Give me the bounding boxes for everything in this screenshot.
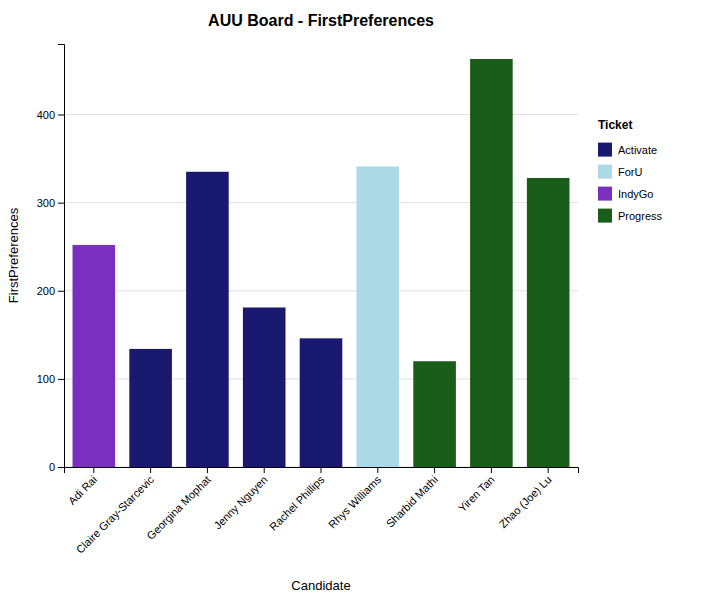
x-tick-label: Sharbid Mathi — [384, 473, 440, 529]
legend-swatch — [598, 165, 612, 179]
legend: Ticket Activate ForU IndyGo Progress — [598, 118, 663, 223]
y-tick-mark — [58, 291, 64, 292]
x-tick-label: Zhao (Joe) Lu — [497, 473, 554, 530]
x-tick-label: Claire Gray-Starcevic — [74, 473, 157, 556]
y-tick-label: 100 — [37, 373, 55, 385]
x-tick: Georgina Mophat — [144, 467, 213, 542]
bar — [186, 172, 229, 467]
x-tick: Adi Rai — [66, 467, 100, 507]
y-tick: 0 — [49, 461, 64, 473]
x-tick: Zhao (Joe) Lu — [497, 467, 554, 530]
y-tick-mark — [58, 203, 64, 204]
x-tick-label: Adi Rai — [66, 473, 100, 507]
bar — [356, 166, 399, 467]
bar — [413, 361, 456, 467]
x-tick-mark — [207, 467, 208, 473]
legend-item: ForU — [598, 165, 643, 179]
bar — [73, 245, 116, 467]
legend-label: IndyGo — [618, 188, 653, 200]
x-tick-mark — [434, 467, 435, 473]
x-tick-mark — [150, 467, 151, 473]
x-axis: Adi RaiClaire Gray-StarcevicGeorgina Mop… — [65, 467, 579, 556]
y-tick-label: 200 — [37, 285, 55, 297]
plot-area: 0 100 200 300 400 Adi RaiClaire Gray-Starcevi… — [37, 45, 579, 556]
legend-swatch — [598, 209, 612, 223]
x-tick: Claire Gray-Starcevic — [74, 467, 157, 556]
y-tick-mark — [58, 467, 64, 468]
y-tick: 300 — [37, 197, 64, 209]
x-tick-label: Yiren Tan — [456, 473, 497, 514]
bars — [73, 59, 570, 467]
legend-label: Progress — [618, 210, 663, 222]
y-axis: 0 100 200 300 400 — [37, 45, 65, 474]
x-tick-mark — [93, 467, 94, 473]
bar — [300, 338, 343, 467]
bar — [527, 178, 570, 467]
legend-swatch — [598, 187, 612, 201]
x-tick-label: Jenny Nguyen — [211, 473, 269, 531]
legend-item: Progress — [598, 209, 663, 223]
x-tick: Jenny Nguyen — [211, 467, 269, 532]
title: AUU Board - FirstPreferences — [208, 12, 434, 29]
x-tick-label: Georgina Mophat — [144, 473, 213, 542]
x-tick-mark — [321, 467, 322, 473]
y-tick-mark — [58, 115, 64, 116]
x-tick-mark — [377, 467, 378, 473]
x-axis-line — [65, 468, 579, 474]
legend-title: Ticket — [598, 118, 632, 132]
y-tick: 100 — [37, 373, 64, 385]
x-tick: Sharbid Mathi — [384, 467, 440, 530]
bar — [129, 349, 172, 467]
y-tick-label: 400 — [37, 109, 55, 121]
y-axis-line — [58, 45, 65, 468]
y-tick-label: 0 — [49, 461, 55, 473]
x-tick-label: Rachel Phillips — [267, 473, 327, 533]
x-tick: Rhys Williams — [326, 467, 384, 531]
y-tick-label: 300 — [37, 197, 55, 209]
bar — [470, 59, 513, 467]
y-axis-title: FirstPreferences — [6, 207, 21, 303]
y-tick-mark — [58, 379, 64, 380]
x-tick-mark — [491, 467, 492, 473]
legend-item: Activate — [598, 143, 657, 157]
x-tick-mark — [264, 467, 265, 473]
legend-label: Activate — [618, 144, 657, 156]
y-tick: 200 — [37, 285, 64, 297]
x-axis-title: Candidate — [291, 578, 350, 593]
x-tick-mark — [548, 467, 549, 473]
x-tick: Yiren Tan — [456, 467, 497, 514]
legend-label: ForU — [618, 166, 643, 178]
y-tick: 400 — [37, 109, 64, 121]
legend-item: IndyGo — [598, 187, 653, 201]
chart: 0 100 200 300 400 Adi RaiClaire Gray-Starcevi… — [0, 0, 708, 602]
bar — [243, 307, 286, 467]
x-tick-label: Rhys Williams — [326, 473, 384, 531]
x-tick: Rachel Phillips — [267, 467, 327, 533]
legend-swatch — [598, 143, 612, 157]
